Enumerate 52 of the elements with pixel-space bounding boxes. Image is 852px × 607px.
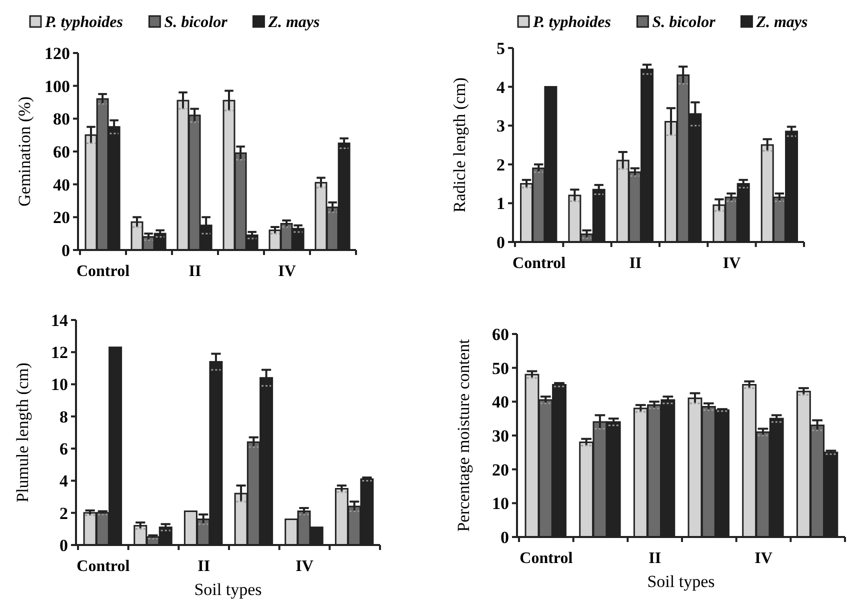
x-tick-label: IV	[722, 255, 742, 272]
x-tick-label: Control	[76, 558, 130, 575]
y-tick-label: 100	[44, 76, 70, 96]
y-tick-label: 2	[496, 155, 505, 174]
y-tick-label: 0	[60, 536, 68, 555]
x-tick-label: IV	[278, 263, 296, 280]
x-tick-label: Control	[520, 550, 574, 567]
y-tick-label: 40	[492, 392, 509, 412]
x-tick-label: II	[629, 255, 642, 272]
y-tick-label: 14	[51, 310, 68, 330]
y-axis-title: Percentage moisture content	[454, 338, 473, 532]
y-axis-title: Radicle length (cm)	[450, 77, 469, 213]
y-tick-label: 0	[496, 232, 505, 252]
y-tick-label: 0	[62, 240, 70, 260]
legend-label: P. typhoides	[532, 14, 611, 31]
y-axis-title: Plumule length (cm)	[13, 362, 32, 502]
x-tick-label: Control	[512, 255, 566, 272]
x-tick-label: II	[648, 550, 662, 567]
x-tick-label: IV	[296, 558, 314, 575]
y-tick-label: 30	[492, 426, 509, 446]
legend-label: P. typhoides	[44, 14, 123, 31]
x-tick-label: Control	[76, 263, 130, 280]
y-tick-label: 4	[60, 472, 68, 491]
legend-label: Z. mays	[267, 14, 320, 31]
y-tick-label: 40	[53, 175, 70, 194]
y-tick-label: 6	[60, 440, 68, 459]
y-tick-label: 1	[496, 194, 505, 214]
y-tick-label: 50	[492, 358, 509, 378]
x-tick-label: II	[198, 558, 210, 575]
y-axis-title: Gemination (%)	[15, 96, 34, 206]
legend-label: S. bicolor	[164, 14, 228, 31]
y-tick-label: 0	[500, 528, 509, 547]
y-tick-label: 8	[60, 407, 68, 426]
y-tick-label: 2	[60, 504, 68, 523]
y-tick-label: 10	[51, 375, 68, 394]
x-tick-label: IV	[754, 550, 773, 567]
y-tick-label: 60	[492, 324, 509, 344]
y-tick-label: 60	[53, 142, 70, 162]
x-axis-title: Soil types	[647, 572, 715, 591]
x-tick-label: II	[188, 263, 202, 280]
y-tick-label: 5	[496, 38, 505, 58]
y-tick-label: 20	[492, 460, 509, 480]
y-tick-label: 10	[492, 494, 509, 514]
y-tick-label: 3	[496, 116, 505, 136]
y-tick-label: 120	[44, 44, 70, 63]
y-tick-label: 20	[53, 208, 70, 228]
legend-label: Z. mays	[755, 14, 808, 31]
y-tick-label: 4	[496, 78, 506, 97]
legend-label: S. bicolor	[652, 14, 716, 31]
y-tick-label: 12	[51, 343, 68, 362]
y-tick-label: 80	[53, 110, 70, 129]
x-axis-title: Soil types	[194, 580, 262, 599]
